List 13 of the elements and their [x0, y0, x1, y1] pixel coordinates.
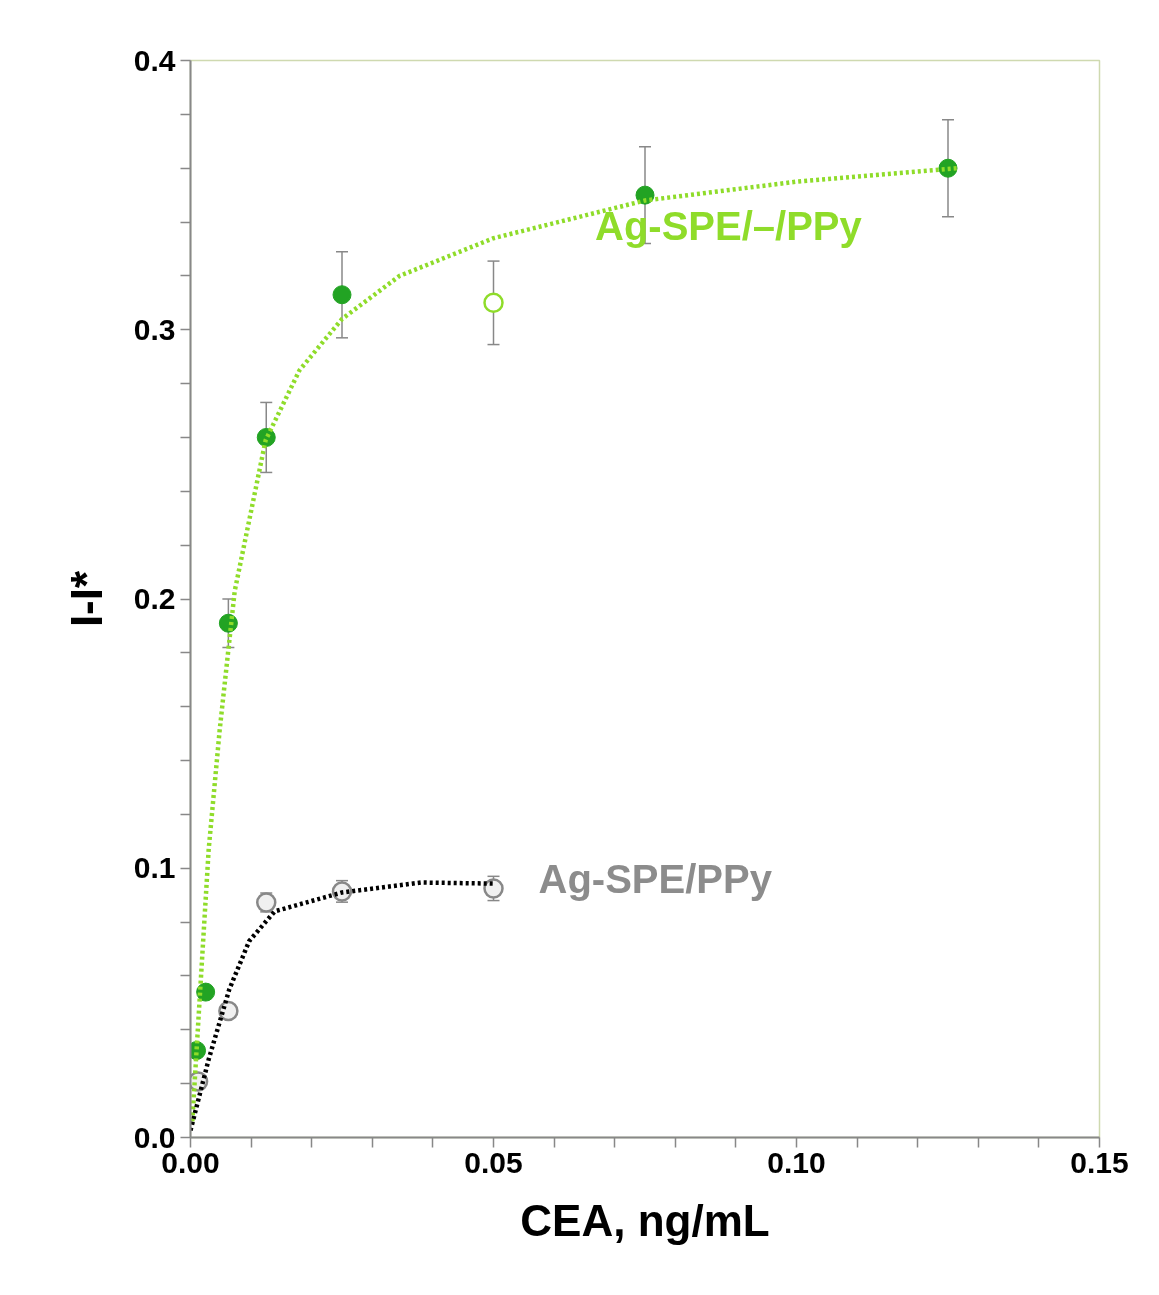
point — [483, 292, 504, 314]
y-tick-label: 0.4 — [133, 43, 176, 77]
y-tick-label: 0.2 — [133, 582, 176, 615]
y-tick-label: 0.1 — [133, 851, 176, 885]
x-tick-label: 0.05 — [464, 1145, 523, 1179]
x-axis-title: CEA, ng/mL — [520, 1195, 770, 1245]
series-label: Ag-SPE/PPy — [538, 856, 773, 901]
point — [332, 285, 352, 305]
x-tick-label: 0.10 — [767, 1145, 826, 1179]
y-axis-title: I-I* — [61, 570, 111, 628]
x-tick-label: 0.15 — [1070, 1145, 1129, 1179]
y-tick-label: 0.3 — [133, 312, 176, 346]
series-label: Ag-SPE/–/PPy — [595, 203, 863, 248]
